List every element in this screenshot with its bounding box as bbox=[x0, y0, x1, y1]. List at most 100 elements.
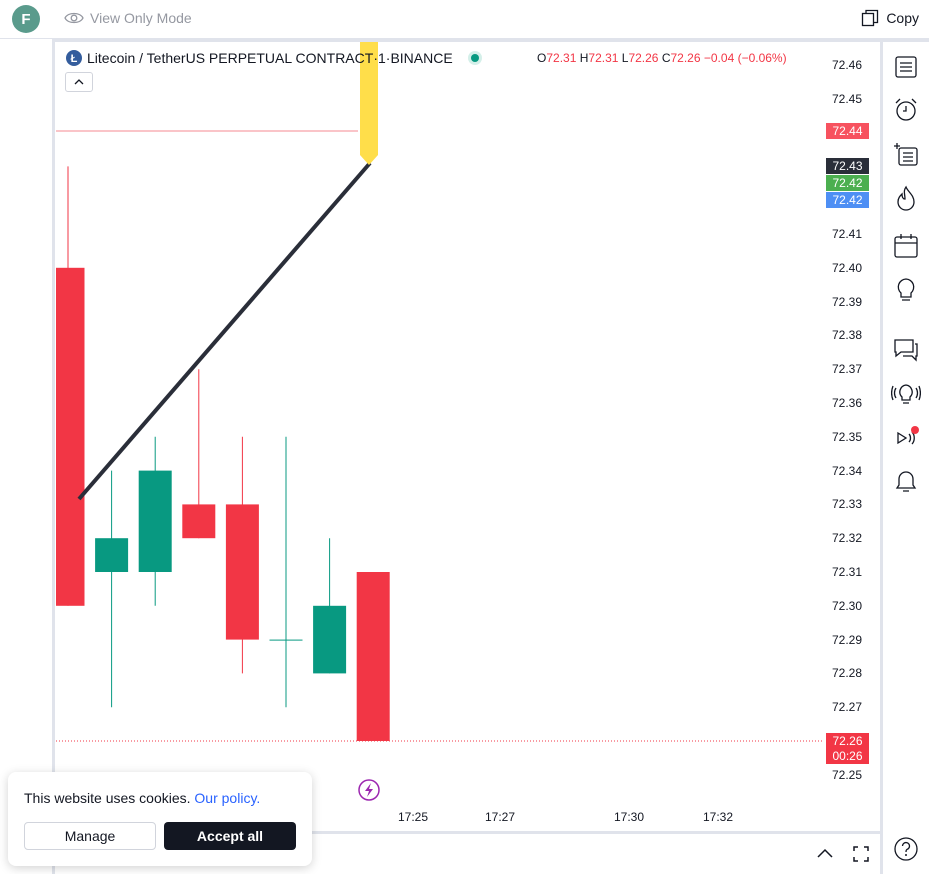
candle-body bbox=[138, 470, 172, 572]
price-tick: 72.34 bbox=[832, 463, 863, 478]
alarm-clock-icon bbox=[895, 98, 917, 121]
cookie-text: This website uses cookies. Our policy. bbox=[24, 790, 260, 806]
right-toolbar bbox=[883, 42, 929, 874]
calendar-icon bbox=[894, 234, 918, 258]
cookie-banner: This website uses cookies. Our policy. M… bbox=[8, 772, 312, 866]
price-tick: 72.41 bbox=[832, 227, 863, 241]
hotlists-button[interactable] bbox=[891, 183, 921, 213]
price-tick: 72.33 bbox=[832, 497, 863, 512]
ohlc-close: 72.26 bbox=[670, 51, 701, 65]
flame-icon bbox=[897, 185, 915, 211]
chats-button[interactable] bbox=[891, 335, 921, 365]
price-tick: 72.30 bbox=[832, 598, 863, 613]
ohlc-low: 72.26 bbox=[628, 51, 659, 65]
calendar-button[interactable] bbox=[891, 231, 921, 261]
candles bbox=[56, 166, 390, 741]
time-label: 17:30 bbox=[614, 810, 645, 824]
marker-shape bbox=[360, 42, 378, 165]
legend-separator: · bbox=[373, 50, 378, 66]
price-tick: 72.45 bbox=[832, 91, 863, 106]
candle-body bbox=[225, 504, 259, 640]
candle-body bbox=[56, 267, 85, 606]
price-tick: 72.31 bbox=[832, 565, 863, 579]
accept-all-button[interactable]: Accept all bbox=[164, 822, 296, 850]
ohlc-high: 72.31 bbox=[588, 51, 619, 65]
svg-text:Ł: Ł bbox=[71, 53, 78, 65]
eye-icon bbox=[64, 12, 84, 24]
top-bar: F View Only Mode Copy bbox=[0, 0, 929, 39]
price-tick: 72.39 bbox=[832, 294, 863, 309]
price-tick: 72.25 bbox=[832, 767, 863, 782]
legend-interval: 1 bbox=[377, 50, 386, 66]
streams-button[interactable] bbox=[891, 379, 921, 409]
cookie-policy-link[interactable]: Our policy. bbox=[194, 790, 261, 806]
chevron-up-icon bbox=[74, 79, 84, 85]
ohlc-close-key: C bbox=[661, 51, 671, 65]
avatar[interactable]: F bbox=[12, 5, 40, 33]
time-label: 17:32 bbox=[703, 810, 734, 824]
left-strip bbox=[0, 39, 52, 874]
bid-price-tag: 72.42 bbox=[826, 175, 869, 191]
help-icon bbox=[894, 837, 918, 861]
ohlc-high-key: H bbox=[579, 51, 589, 65]
price-tick: 72.27 bbox=[832, 700, 863, 715]
maximize-icon[interactable] bbox=[852, 845, 870, 863]
cookie-message: This website uses cookies. bbox=[24, 790, 191, 806]
trend-line bbox=[77, 161, 372, 501]
high-price-tag: 72.43 bbox=[826, 158, 869, 174]
bell-icon bbox=[895, 471, 917, 492]
price-tick: 72.35 bbox=[832, 429, 863, 444]
legend-collapse-button[interactable] bbox=[65, 72, 93, 92]
candle-body bbox=[356, 572, 390, 741]
copy-icon bbox=[862, 9, 879, 27]
ohlc-values: O72.31 H72.31 L72.26 C72.26 −0.04 (−0.06… bbox=[537, 51, 787, 65]
candle-body bbox=[313, 605, 347, 674]
broadcast-bulb-icon bbox=[891, 384, 921, 404]
notifications-button[interactable] bbox=[891, 467, 921, 497]
chevron-up-icon[interactable] bbox=[816, 847, 834, 859]
watchlist-icon bbox=[895, 56, 917, 78]
price-tick: 72.46 bbox=[832, 58, 863, 72]
manage-cookies-button[interactable]: Manage bbox=[24, 822, 156, 850]
watchlist-button[interactable] bbox=[891, 52, 921, 82]
alerts-button[interactable] bbox=[891, 95, 921, 125]
legend-symbol[interactable]: Litecoin / TetherUS PERPETUAL CONTRACT bbox=[87, 50, 374, 66]
litecoin-icon: Ł bbox=[66, 50, 82, 66]
market-status-icon bbox=[470, 54, 479, 62]
add-list-icon bbox=[894, 143, 918, 166]
view-only-mode: View Only Mode bbox=[64, 10, 192, 26]
price-tick: 72.38 bbox=[832, 328, 863, 343]
price-tick: 72.32 bbox=[832, 531, 863, 546]
ask-price-tag: 72.42 bbox=[826, 192, 869, 208]
copy-button[interactable]: Copy bbox=[861, 9, 919, 27]
ohlc-low-key: L bbox=[621, 51, 629, 65]
candle-body bbox=[269, 639, 303, 641]
avatar-letter: F bbox=[21, 10, 31, 28]
play-signal-icon bbox=[897, 426, 919, 445]
legend-separator: · bbox=[385, 50, 391, 66]
last-price-tag: 72.26 bbox=[826, 733, 869, 749]
time-label: 17:27 bbox=[485, 810, 516, 824]
playback-button[interactable] bbox=[891, 423, 921, 453]
ohlc-open: 72.31 bbox=[546, 51, 577, 65]
candle-body bbox=[182, 504, 216, 539]
copy-label: Copy bbox=[886, 10, 919, 26]
help-button[interactable] bbox=[891, 834, 921, 864]
price-tick: 72.36 bbox=[832, 396, 863, 410]
chat-icon bbox=[894, 339, 918, 362]
legend-exchange: BINANCE bbox=[390, 50, 453, 66]
ohlc-change: −0.04 (−0.06%) bbox=[703, 51, 787, 65]
ohlc-open-key: O bbox=[537, 51, 547, 65]
price-tick: 72.28 bbox=[832, 666, 863, 681]
candle-body bbox=[95, 538, 129, 572]
price-tick: 72.37 bbox=[832, 362, 863, 377]
chart-area[interactable] bbox=[55, 42, 880, 831]
object-tree-button[interactable] bbox=[891, 139, 921, 169]
replay-icon[interactable] bbox=[358, 779, 380, 801]
ideas-button[interactable] bbox=[891, 275, 921, 305]
countdown-tag: 00:26 bbox=[826, 748, 869, 764]
legend: Ł Litecoin / TetherUS PERPETUAL CONTRACT… bbox=[65, 49, 479, 67]
price-tick: 72.29 bbox=[832, 632, 863, 647]
view-only-label: View Only Mode bbox=[90, 10, 192, 26]
